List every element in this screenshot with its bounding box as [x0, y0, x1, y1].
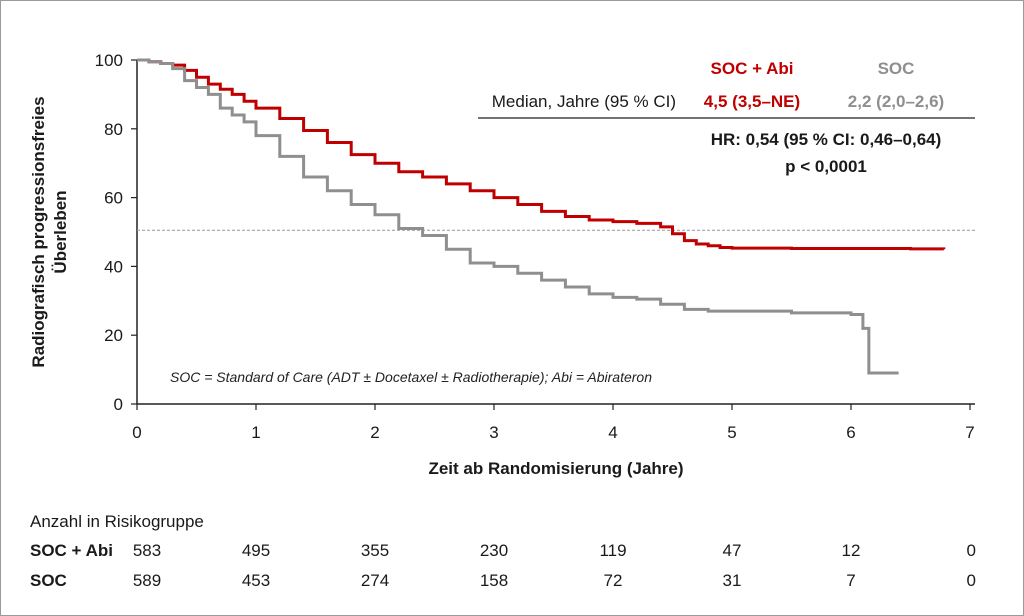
x-tick-label: 0 — [132, 423, 141, 442]
risk-cell: 7 — [846, 571, 855, 590]
risk-cell: 230 — [480, 541, 508, 560]
survival-curves — [137, 58, 946, 375]
y-ticks: 0 20 40 60 80 100 — [95, 51, 137, 414]
risk-cell: 583 — [133, 541, 161, 560]
y-tick-label: 20 — [104, 326, 123, 345]
x-tick-label: 3 — [489, 423, 498, 442]
risk-cell: 355 — [361, 541, 389, 560]
hazard-ratio: HR: 0,54 (95 % CI: 0,46–0,64) — [711, 130, 942, 149]
risk-table-title: Anzahl in Risikogruppe — [30, 512, 204, 531]
p-value: p < 0,0001 — [785, 157, 867, 176]
x-tick-label: 4 — [608, 423, 617, 442]
abbreviation-footnote: SOC = Standard of Care (ADT ± Docetaxel … — [170, 369, 652, 385]
soc-abi-curve — [137, 58, 946, 251]
soc-abi-median: 4,5 (3,5–NE) — [704, 92, 800, 111]
risk-cell: 72 — [604, 571, 623, 590]
risk-cell: 589 — [133, 571, 161, 590]
risk-row-label: SOC + Abi — [30, 541, 113, 560]
x-tick-label: 6 — [846, 423, 855, 442]
x-tick-label: 5 — [727, 423, 736, 442]
x-ticks: 0 1 2 3 4 5 6 7 — [132, 404, 975, 442]
y-axis-label-line2: Überleben — [51, 190, 70, 273]
risk-cell: 31 — [723, 571, 742, 590]
risk-cell: 0 — [967, 571, 976, 590]
legend-soc: SOC — [878, 59, 915, 78]
soc-curve — [137, 58, 899, 375]
risk-cell: 274 — [361, 571, 389, 590]
risk-cell: 0 — [967, 541, 976, 560]
y-tick-label: 40 — [104, 257, 123, 276]
soc-median: 2,2 (2,0–2,6) — [848, 92, 944, 111]
y-axis-label-line1: Radiografisch progressionsfreies — [29, 96, 48, 367]
risk-row-label: SOC — [30, 571, 67, 590]
risk-cell: 158 — [480, 571, 508, 590]
risk-cell: 453 — [242, 571, 270, 590]
legend-soc-abi: SOC + Abi — [711, 59, 794, 78]
y-tick-label: 0 — [114, 395, 123, 414]
risk-cell: 12 — [842, 541, 861, 560]
y-tick-label: 100 — [95, 51, 123, 70]
y-tick-label: 80 — [104, 120, 123, 139]
x-tick-label: 2 — [370, 423, 379, 442]
x-tick-label: 7 — [965, 423, 974, 442]
x-axis-label: Zeit ab Randomisierung (Jahre) — [428, 459, 683, 478]
risk-cell: 495 — [242, 541, 270, 560]
x-tick-label: 1 — [251, 423, 260, 442]
risk-cell: 119 — [599, 541, 626, 560]
risk-cell: 47 — [723, 541, 742, 560]
risk-table: SOC + Abi 583 495 355 230 119 47 12 0 SOC 589 453 27… — [30, 541, 976, 590]
median-label: Median, Jahre (95 % CI) — [492, 92, 676, 111]
y-tick-label: 60 — [104, 189, 123, 208]
